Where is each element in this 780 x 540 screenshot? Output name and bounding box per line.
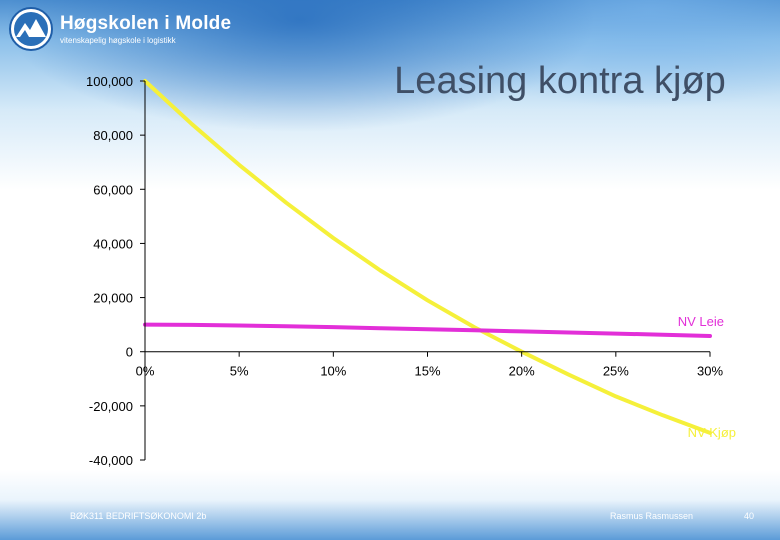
- footer-author: Rasmus Rasmussen: [610, 511, 694, 521]
- school-logo: Høgskolen i Molde vitenskapelig høgskole…: [8, 6, 231, 52]
- y-tick-label: -40,000: [89, 453, 133, 468]
- y-tick-label: 100,000: [86, 74, 133, 89]
- x-tick-label: 25%: [603, 364, 629, 379]
- x-tick-label: 20%: [509, 364, 535, 379]
- axis-layer: 100,000 80,000 60,000 40,000 20,000 0 -20,000 -…: [86, 74, 723, 468]
- y-tick-label: 0: [126, 345, 133, 360]
- x-tick-label: 5%: [230, 364, 249, 379]
- series-label-nv-kjop: NV Kjøp: [688, 425, 736, 440]
- series-label-nv-leie: NV Leie: [678, 314, 724, 329]
- mountain-logo-icon: [9, 7, 53, 51]
- school-name: Høgskolen i Molde: [60, 13, 232, 34]
- y-tick-label: 40,000: [93, 236, 133, 251]
- x-tick-label: 15%: [414, 364, 440, 379]
- y-tick-label: 20,000: [93, 291, 133, 306]
- series-layer: [143, 79, 712, 435]
- x-tick-label: 30%: [697, 364, 723, 379]
- x-tick-label: 0%: [136, 364, 155, 379]
- footer-course: BØK311 BEDRIFTSØKONOMI 2b: [70, 511, 207, 521]
- series-line-nv-leie: [143, 322, 712, 338]
- slide-number: 40: [744, 511, 755, 521]
- y-tick-label: -20,000: [89, 399, 133, 414]
- slide-title: Leasing kontra kjøp: [394, 60, 726, 102]
- series-line-nv-kjop: [143, 79, 712, 435]
- x-tick-label: 10%: [320, 364, 346, 379]
- school-tagline: vitenskapelig høgskole i logistikk: [60, 36, 176, 45]
- y-tick-label: 80,000: [93, 128, 133, 143]
- y-tick-label: 60,000: [93, 182, 133, 197]
